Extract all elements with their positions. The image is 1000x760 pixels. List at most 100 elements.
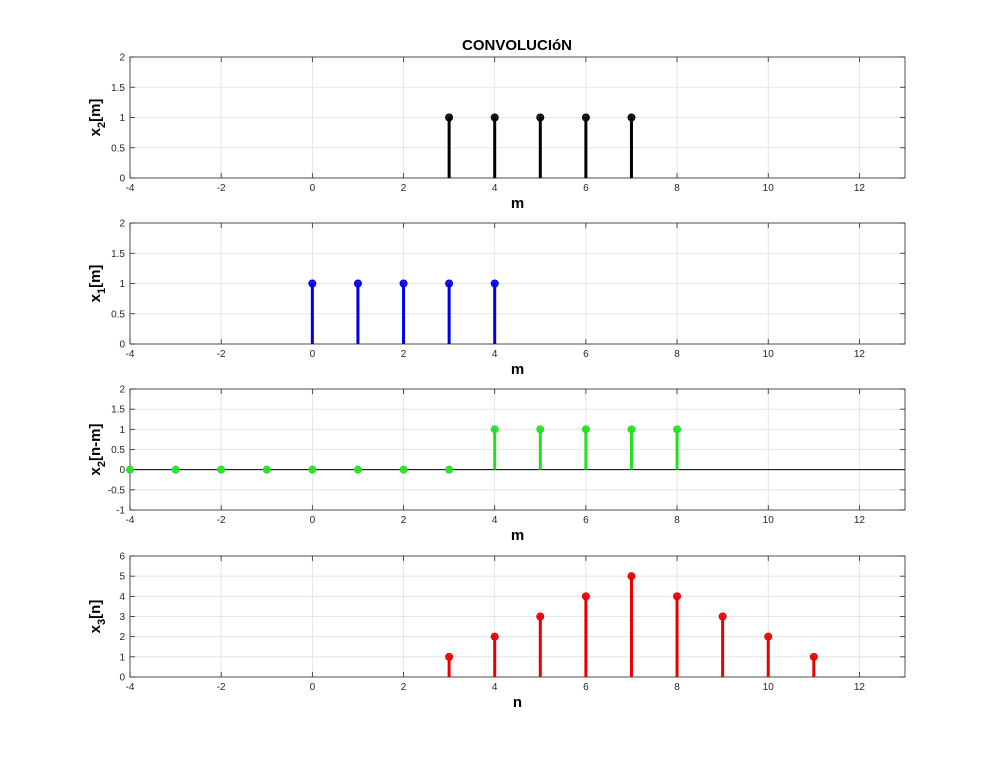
y-label-base: x (87, 293, 104, 302)
stem-marker-star (355, 466, 361, 473)
y-label-base: x (87, 127, 104, 136)
y-tick-label: 0.5 (111, 309, 125, 320)
x-tick-label: 8 (674, 349, 680, 360)
stem-marker (718, 612, 727, 621)
stem-marker (490, 113, 499, 122)
y-tick-label: 0 (119, 673, 125, 684)
x-axis-label: m (511, 361, 524, 378)
y-tick-label: 5 (119, 572, 125, 583)
x-tick-label: -2 (217, 515, 226, 526)
x-tick-label: 4 (492, 682, 498, 693)
stem-marker (217, 465, 226, 474)
stem-marker-star (263, 466, 270, 473)
y-label-base: x (87, 624, 104, 633)
y-tick-label: 0 (119, 340, 125, 351)
y-tick-label: 3 (119, 612, 125, 623)
x-tick-label: 12 (854, 515, 866, 526)
y-tick-label: 0 (119, 465, 125, 476)
x-tick-label: 12 (854, 183, 866, 194)
x-tick-label: 6 (583, 515, 589, 526)
stem-marker (536, 113, 545, 122)
stem-marker (262, 465, 271, 474)
stem-marker (581, 425, 590, 434)
x-tick-label: 6 (583, 349, 589, 360)
y-axis-label: x1[m] (87, 265, 108, 303)
stem-marker-star (765, 633, 772, 640)
stem-marker-star (172, 466, 179, 473)
figure-title: CONVOLUCIóN (462, 37, 572, 54)
stem-marker (627, 425, 636, 434)
x-tick-label: 8 (674, 183, 680, 194)
stem-marker-star (719, 613, 726, 620)
x-tick-label: -4 (126, 349, 135, 360)
y-tick-label: 1.5 (111, 249, 125, 260)
stem-marker (536, 425, 545, 434)
x-tick-label: 4 (492, 349, 498, 360)
stem-marker-star (582, 114, 589, 121)
x-tick-label: 0 (310, 183, 316, 194)
stem-marker-star (810, 653, 817, 660)
y-tick-label: -1 (116, 506, 125, 517)
y-tick-label: 0.5 (111, 445, 125, 456)
y-tick-label: 2 (119, 632, 125, 643)
x-tick-label: 10 (763, 349, 775, 360)
stem-marker-star (674, 426, 680, 433)
stem-marker (125, 465, 135, 474)
x-tick-label: 12 (854, 349, 866, 360)
x-tick-label: 12 (854, 682, 866, 693)
y-tick-label: -0.5 (108, 485, 126, 496)
stem-marker (581, 592, 590, 601)
stem-marker-star (582, 426, 589, 433)
stem-marker-star (491, 633, 498, 640)
y-label-subscript: 3 (96, 619, 108, 625)
y-tick-label: 1 (119, 652, 125, 663)
stem-marker (445, 652, 454, 661)
x-tick-label: -2 (217, 349, 226, 360)
stem-marker (353, 465, 362, 474)
stem-marker-star (582, 593, 589, 600)
stem-marker-star (537, 114, 544, 121)
stem-marker-star (446, 114, 453, 121)
x-tick-label: 2 (401, 349, 407, 360)
stem-marker (673, 425, 682, 434)
x-tick-label: 10 (763, 183, 775, 194)
x-tick-label: 6 (583, 682, 589, 693)
stem-marker-star (400, 280, 407, 287)
y-tick-label: 0 (119, 174, 125, 185)
y-tick-label: 1 (119, 279, 125, 290)
x-tick-label: 4 (492, 183, 498, 194)
stem-marker-star (218, 466, 225, 473)
x-tick-label: 8 (674, 682, 680, 693)
stem-marker (764, 632, 773, 641)
stem-marker (399, 279, 408, 288)
stem-marker-star (537, 613, 544, 620)
stem-marker (536, 612, 545, 621)
x-axis-label: n (513, 694, 522, 711)
y-axis-label: x3[n] (87, 600, 108, 634)
x-axis-label: m (511, 195, 524, 212)
stem-marker (308, 465, 317, 474)
stem-marker-star (628, 114, 635, 121)
y-label-rest: [n] (87, 600, 104, 619)
y-tick-label: 1.5 (111, 405, 125, 416)
x-tick-label: -4 (126, 682, 135, 693)
x-axis-label: m (511, 527, 524, 544)
x-tick-label: -2 (217, 682, 226, 693)
x-tick-label: 2 (401, 515, 407, 526)
y-label-subscript: 2 (96, 122, 108, 128)
y-tick-label: 6 (119, 552, 125, 563)
y-tick-label: 1.5 (111, 83, 125, 94)
x-tick-label: 6 (583, 183, 589, 194)
stem-marker-star (400, 466, 407, 473)
y-label-rest: [n-m] (87, 424, 104, 462)
stem-marker (171, 465, 180, 474)
stem-marker-star (674, 593, 680, 600)
stem-marker (490, 279, 499, 288)
stem-marker-star (628, 426, 635, 433)
y-tick-label: 4 (119, 592, 125, 603)
